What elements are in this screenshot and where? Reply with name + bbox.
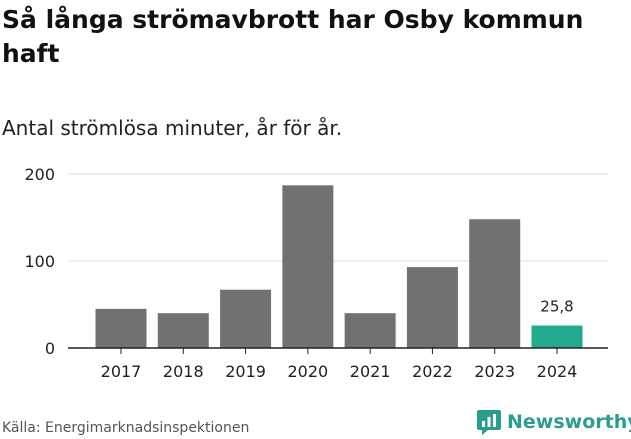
y-tick-label: 100 [24, 252, 55, 271]
x-tick-label: 2019 [225, 362, 266, 381]
x-tick-label: 2020 [287, 362, 328, 381]
bar-2024 [531, 325, 583, 348]
bar-2021 [344, 313, 396, 348]
x-tick-label: 2022 [412, 362, 453, 381]
bar-2020 [282, 185, 334, 348]
bar-2019 [220, 289, 272, 348]
chart-subtitle: Antal strömlösa minuter, år för år. [2, 116, 343, 140]
newsworthy-logo-icon [477, 410, 501, 435]
source-note: Källa: Energimarknadsinspektionen [2, 420, 250, 436]
x-tick-label: 2017 [101, 362, 142, 381]
y-tick-label: 200 [24, 165, 55, 184]
x-tick-label: 2023 [474, 362, 515, 381]
brand-logo[interactable]: Newsworthy [476, 408, 631, 436]
x-tick-label: 2024 [537, 362, 578, 381]
bar-2022 [406, 267, 458, 348]
brand-name: Newsworthy [507, 411, 631, 433]
x-tick-label: 2018 [163, 362, 204, 381]
chart-title: Så långa strömavbrott har Osby kommun ha… [2, 5, 584, 68]
bar-2023 [469, 219, 521, 348]
bar-2017 [95, 308, 147, 348]
bar-2018 [157, 313, 209, 348]
data-label: 25,8 [540, 298, 573, 316]
x-tick-label: 2021 [350, 362, 391, 381]
y-tick-label: 0 [45, 339, 55, 358]
bar-chart: 0 100 200 2017 2018 2019 2020 2021 2022 2023 2024 2… [24, 165, 608, 381]
